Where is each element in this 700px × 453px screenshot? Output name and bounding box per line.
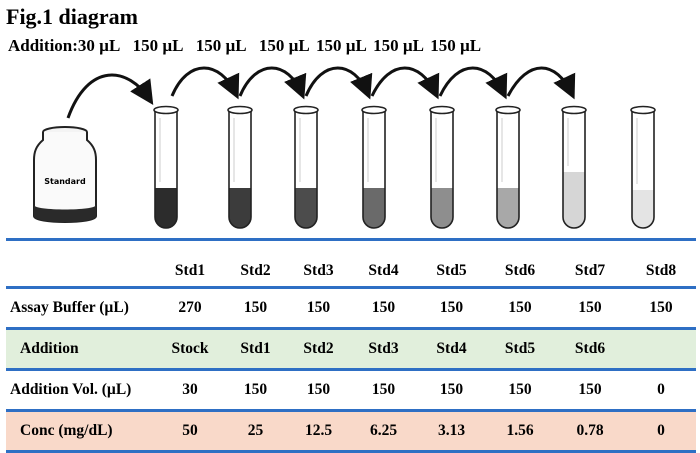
- column-header: Std7: [554, 238, 626, 289]
- table-cell: 0.78: [554, 409, 626, 453]
- arrow-icon: [304, 66, 373, 100]
- column-header: Std5: [417, 238, 486, 289]
- table-row: Conc (mg/dL) 50 25 12.5 6.25 3.13 1.56 0…: [6, 409, 696, 453]
- row-label: Assay Buffer (µL): [10, 299, 129, 316]
- tube-liquid: [431, 188, 453, 228]
- table-cell: 25: [224, 409, 287, 453]
- arrow-icon: [66, 73, 154, 119]
- test-tube-icon: [630, 105, 656, 229]
- table-cell: Std2: [287, 327, 350, 371]
- column-header: Std6: [486, 238, 554, 289]
- bottle-label: Standard: [44, 177, 86, 186]
- table-cell: 150: [649, 299, 673, 316]
- addition-volume-4: 150 µL: [258, 36, 310, 55]
- table-cell: 30: [182, 381, 198, 398]
- arrow-icon: [506, 66, 576, 100]
- header-spacer: [6, 238, 156, 289]
- table-cell: Std6: [554, 327, 626, 371]
- table-row: Addition Vol. (µL) 30 150 150 150 150 15…: [6, 370, 696, 411]
- tubes: [153, 105, 656, 229]
- table-cell: 12.5: [287, 409, 350, 453]
- table-header-row: Std1 Std2 Std3 Std4 Std5 Std6 Std7 Std8: [6, 238, 696, 289]
- column-header: Std3: [287, 238, 350, 289]
- addition-volume-5: 150 µL: [315, 36, 367, 55]
- row-label: Addition: [6, 327, 156, 371]
- test-tube-icon: [227, 105, 253, 229]
- table-cell: [626, 327, 696, 371]
- table-cell: 150: [306, 381, 331, 398]
- transfer-arrows: [66, 66, 576, 119]
- table-cell: 6.25: [350, 409, 417, 453]
- addition-volume-3: 150 µL: [195, 36, 247, 55]
- test-tube-icon: [429, 105, 455, 229]
- arrow-icon: [170, 66, 240, 100]
- addition-volume-7: 150 µL: [430, 36, 482, 55]
- dilution-illustration: Standard: [33, 66, 656, 229]
- table-cell: Std4: [417, 327, 486, 371]
- addition-volume-1: 30 µL: [77, 36, 121, 55]
- table-cell: 0: [657, 381, 665, 398]
- arrow-icon: [370, 66, 440, 100]
- table-cell: 0: [626, 409, 696, 453]
- table-cell: Std5: [486, 327, 554, 371]
- addition-volumes-line: Addition:30 µL 150 µL 150 µL 150 µL 150 …: [8, 36, 481, 56]
- table-cell: 150: [371, 381, 396, 398]
- table-cell: Stock: [156, 327, 224, 371]
- column-header: Std1: [156, 238, 224, 289]
- table-cell: 1.56: [486, 409, 554, 453]
- column-header: Std8: [626, 238, 696, 289]
- table-cell: 150: [578, 299, 602, 316]
- test-tube-icon: [153, 105, 179, 229]
- column-header: Std4: [350, 238, 417, 289]
- diagram-title: Fig.1 diagram: [6, 4, 138, 29]
- test-tube-icon: [495, 105, 521, 229]
- table-cell: 150: [439, 381, 464, 398]
- table-cell: 150: [306, 299, 331, 316]
- tube-liquid: [229, 188, 251, 228]
- arrow-icon: [238, 66, 307, 100]
- table-cell: 270: [178, 299, 202, 316]
- tube-liquid: [563, 172, 585, 228]
- table-row: Addition Stock Std1 Std2 Std3 Std4 Std5 …: [6, 327, 696, 371]
- dilution-table: Std1 Std2 Std3 Std4 Std5 Std6 Std7 Std8 …: [6, 238, 696, 453]
- stock-bottle-icon: Standard: [33, 126, 97, 223]
- table-cell: 150: [243, 299, 268, 316]
- table-cell: Std3: [350, 327, 417, 371]
- tube-liquid: [632, 190, 654, 228]
- table-cell: 150: [508, 299, 532, 316]
- tube-liquid: [363, 188, 385, 228]
- table-cell: 150: [439, 299, 464, 316]
- table-cell: 50: [156, 409, 224, 453]
- table-cell: 150: [371, 299, 396, 316]
- table-row: Assay Buffer (µL) 270 150 150 150 150 15…: [6, 288, 696, 329]
- table-cell: 3.13: [417, 409, 486, 453]
- addition-volume-2: 150 µL: [132, 36, 184, 55]
- table-cell: 150: [508, 381, 532, 398]
- tube-liquid: [155, 188, 177, 228]
- row-label: Addition Vol. (µL): [10, 381, 132, 398]
- arrow-icon: [438, 66, 508, 100]
- tube-liquid: [295, 188, 317, 228]
- test-tube-icon: [361, 105, 387, 229]
- addition-label: Addition:: [8, 36, 78, 55]
- table-cell: 150: [243, 381, 268, 398]
- addition-volume-6: 150 µL: [373, 36, 425, 55]
- test-tube-icon: [561, 105, 587, 229]
- table-cell: Std1: [224, 327, 287, 371]
- table-cell: 150: [578, 381, 602, 398]
- row-label: Conc (mg/dL): [6, 409, 156, 453]
- test-tube-icon: [293, 105, 319, 229]
- tube-liquid: [497, 188, 519, 228]
- column-header: Std2: [224, 238, 287, 289]
